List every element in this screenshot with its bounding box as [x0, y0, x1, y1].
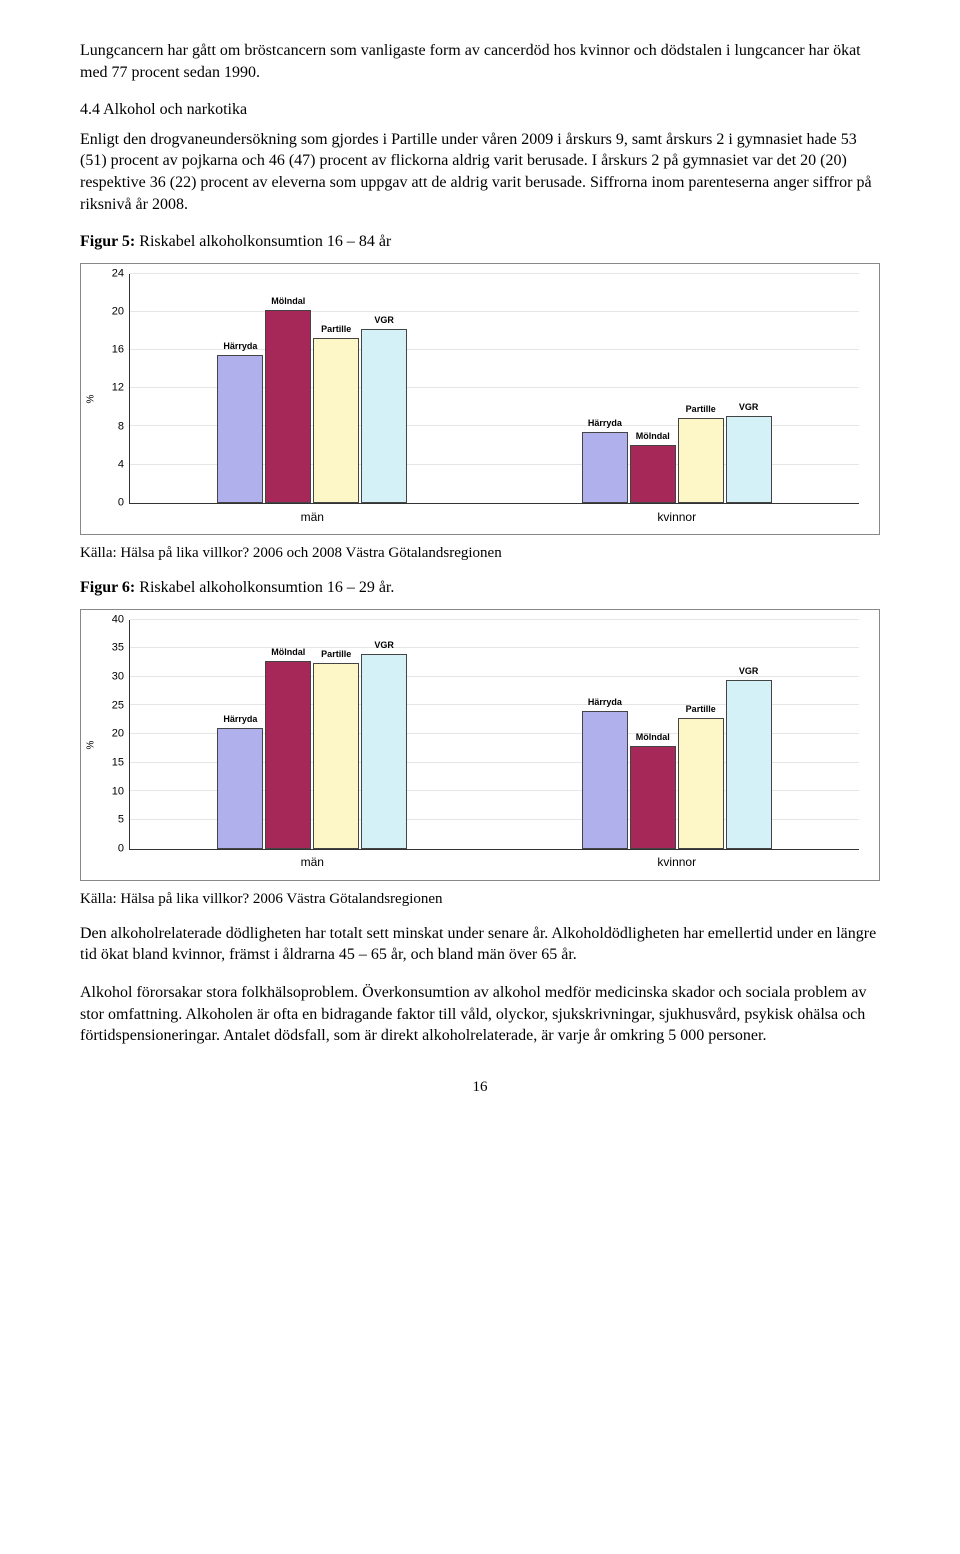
bar-group: HärrydaMölndalPartilleVGR: [495, 274, 860, 503]
bar: VGR: [361, 654, 407, 849]
bar: Partille: [678, 418, 724, 503]
bar-group: HärrydaMölndalPartilleVGR: [130, 274, 495, 503]
section-paragraph-1: Enligt den drogvaneundersökning som gjor…: [80, 129, 880, 215]
figure-5-heading-prefix: Figur 5:: [80, 233, 135, 250]
section-heading: 4.4 Alkohol och narkotika: [80, 99, 880, 121]
ytick: 16: [98, 343, 124, 358]
x-axis-label: män: [130, 509, 495, 525]
page-number: 16: [80, 1077, 880, 1097]
bar-series-label: Mölndal: [271, 295, 305, 307]
figure-6-heading: Figur 6: Riskabel alkoholkonsumtion 16 –…: [80, 577, 880, 599]
ytick: 4: [98, 457, 124, 472]
figure-6-ylabel: %: [85, 740, 99, 749]
intro-paragraph: Lungcancern har gått om bröstcancern som…: [80, 40, 880, 83]
bar: Mölndal: [265, 310, 311, 503]
bar: Mölndal: [265, 661, 311, 849]
bar-series-label: Härryda: [223, 713, 257, 725]
figure-5-ylabel: %: [85, 394, 99, 403]
bar: VGR: [361, 329, 407, 503]
figure-5-heading: Figur 5: Riskabel alkoholkonsumtion 16 –…: [80, 231, 880, 253]
bar-series-label: Partille: [686, 703, 716, 715]
ytick: 30: [98, 669, 124, 684]
ytick: 0: [98, 841, 124, 856]
ytick: 20: [98, 727, 124, 742]
bar: Mölndal: [630, 445, 676, 503]
bar-series-label: VGR: [739, 401, 759, 413]
figure-6-chart: % 0510152025303540HärrydaMölndalPartille…: [80, 609, 880, 881]
bar-series-label: VGR: [739, 665, 759, 677]
figure-6-heading-rest: Riskabel alkoholkonsumtion 16 – 29 år.: [135, 579, 394, 596]
bar: Partille: [313, 338, 359, 503]
bar-series-label: Partille: [686, 403, 716, 415]
bar-series-label: Partille: [321, 648, 351, 660]
figure-5-source: Källa: Hälsa på lika villkor? 2006 och 2…: [80, 543, 880, 563]
ytick: 0: [98, 495, 124, 510]
ytick: 35: [98, 641, 124, 656]
bar: Härryda: [217, 728, 263, 848]
ytick: 40: [98, 612, 124, 627]
ytick: 25: [98, 698, 124, 713]
bars-row: HärrydaMölndalPartilleVGRHärrydaMölndalP…: [130, 274, 859, 503]
bar-series-label: Härryda: [588, 417, 622, 429]
bar-series-label: Härryda: [588, 696, 622, 708]
ytick: 15: [98, 755, 124, 770]
bar: Härryda: [582, 711, 628, 848]
ytick: 8: [98, 419, 124, 434]
bar: VGR: [726, 416, 772, 503]
x-axis-labels: mänkvinnor: [130, 854, 859, 870]
bar-series-label: Mölndal: [271, 646, 305, 658]
closing-paragraph-2: Alkohol förorsakar stora folkhälsoproble…: [80, 982, 880, 1047]
x-axis-label: kvinnor: [495, 509, 860, 525]
bar-series-label: Partille: [321, 323, 351, 335]
bar-series-label: VGR: [374, 639, 394, 651]
ytick: 20: [98, 305, 124, 320]
ytick: 24: [98, 266, 124, 281]
ytick: 10: [98, 784, 124, 799]
figure-5-heading-rest: Riskabel alkoholkonsumtion 16 – 84 år: [135, 233, 391, 250]
ytick: 5: [98, 813, 124, 828]
bar: Partille: [313, 663, 359, 849]
bar: Partille: [678, 718, 724, 849]
bar: Härryda: [217, 355, 263, 503]
bar-group: HärrydaMölndalPartilleVGR: [495, 620, 860, 849]
ytick: 12: [98, 381, 124, 396]
figure-5-chart: % 04812162024HärrydaMölndalPartilleVGRHä…: [80, 263, 880, 535]
x-axis-label: kvinnor: [495, 854, 860, 870]
closing-paragraph-1: Den alkoholrelaterade dödligheten har to…: [80, 923, 880, 966]
x-axis-labels: mänkvinnor: [130, 509, 859, 525]
bar-series-label: Mölndal: [636, 731, 670, 743]
figure-6-source: Källa: Hälsa på lika villkor? 2006 Västr…: [80, 889, 880, 909]
bar-group: HärrydaMölndalPartilleVGR: [130, 620, 495, 849]
figure-6-heading-prefix: Figur 6:: [80, 579, 135, 596]
bar: VGR: [726, 680, 772, 849]
bar-series-label: Härryda: [223, 340, 257, 352]
bar-series-label: Mölndal: [636, 430, 670, 442]
x-axis-label: män: [130, 854, 495, 870]
bars-row: HärrydaMölndalPartilleVGRHärrydaMölndalP…: [130, 620, 859, 849]
bar-series-label: VGR: [374, 314, 394, 326]
bar: Mölndal: [630, 746, 676, 849]
bar: Härryda: [582, 432, 628, 503]
